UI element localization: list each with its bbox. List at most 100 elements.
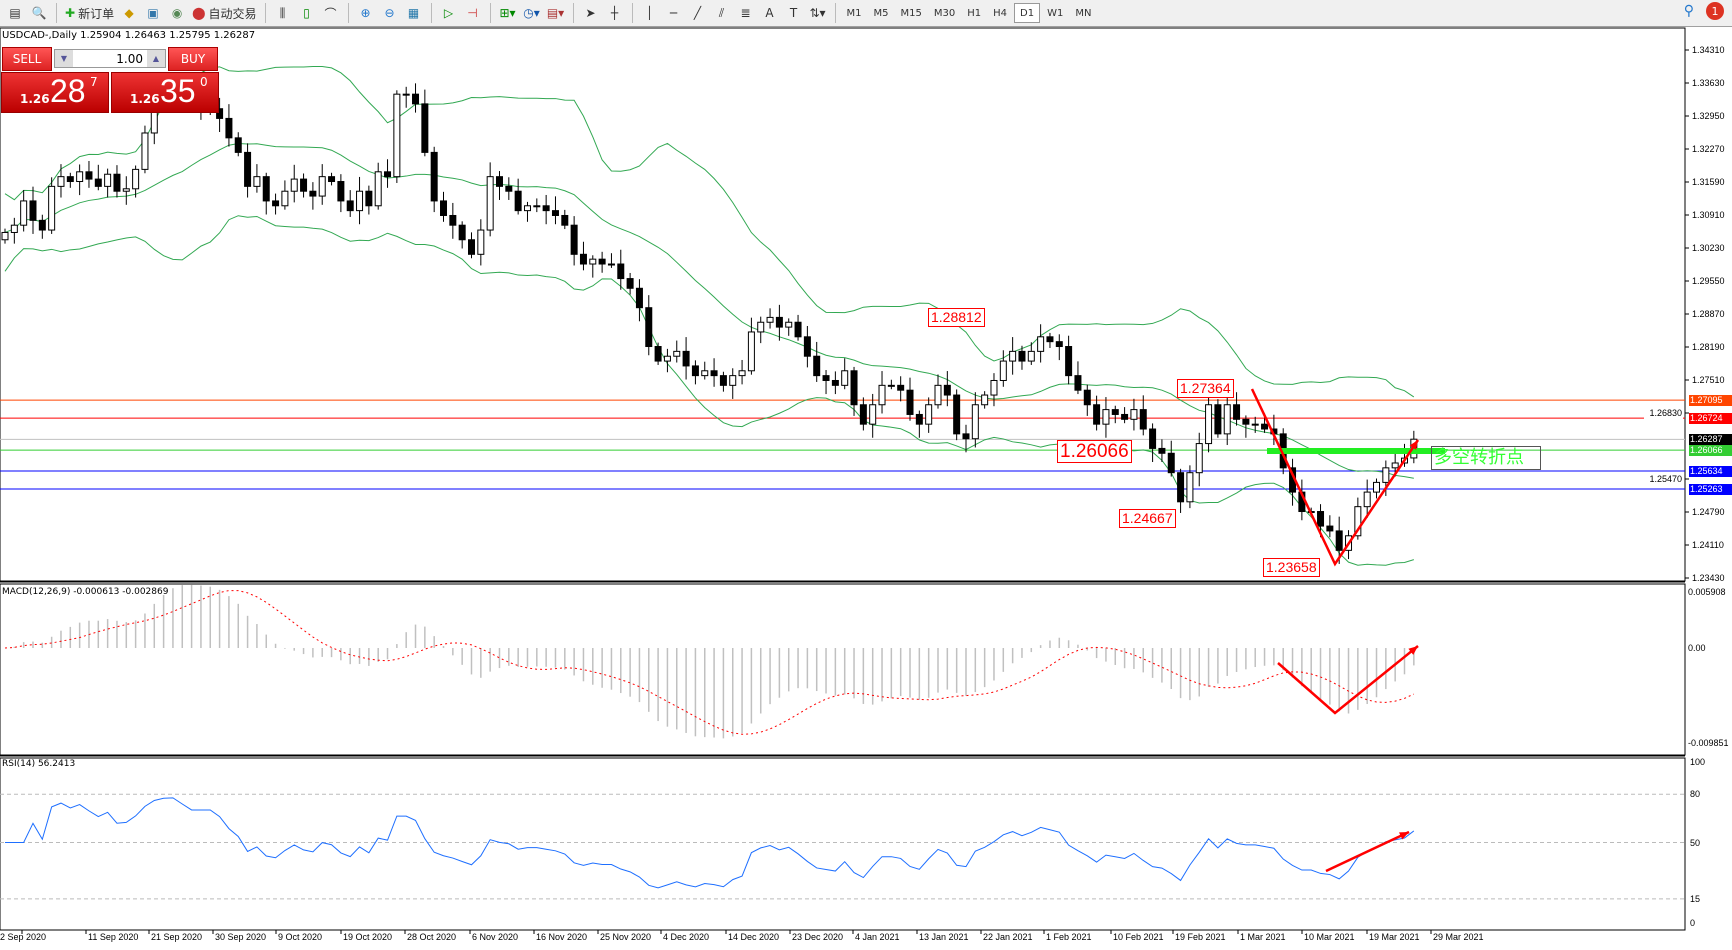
profiles-icon[interactable]: 🔍 <box>31 6 47 20</box>
price-line-tag: 1.26066 <box>1689 444 1732 456</box>
line-chart-icon[interactable]: ⌒ <box>324 6 337 21</box>
date-label: 4 Jan 2021 <box>855 932 900 942</box>
candle-body <box>785 321 793 328</box>
chart-shift-icon[interactable]: ⊣ <box>467 6 478 20</box>
price-tick-label: 1.30230 <box>1692 243 1725 253</box>
price-line-tag: 1.25263 <box>1689 483 1732 495</box>
new-order-button[interactable]: ✚ 新订单 <box>65 6 115 21</box>
navigator-icon[interactable]: ▣ <box>147 6 159 20</box>
text-icon[interactable]: A <box>765 6 774 20</box>
lot-increase-icon[interactable]: ▲ <box>147 50 165 67</box>
candle-body <box>262 176 270 202</box>
buy-price[interactable]: 1.26 35 0 <box>111 72 219 113</box>
candle-body <box>104 173 112 187</box>
price-annotation[interactable]: 1.24667 <box>1119 509 1176 528</box>
candle-body <box>1195 443 1203 474</box>
timeframe-mn[interactable]: MN <box>1075 7 1092 19</box>
tile-windows-icon[interactable]: ▦ <box>407 6 420 20</box>
timeframe-d1[interactable]: D1 <box>1014 3 1041 23</box>
timeframe-h1[interactable]: H1 <box>967 7 982 19</box>
vertical-line-icon[interactable]: │ <box>645 6 654 20</box>
bar-chart-icon[interactable]: ⫼ <box>279 5 286 20</box>
candle-body <box>1 231 9 241</box>
cursor-icon[interactable]: ➤ <box>585 6 596 20</box>
lot-size-input[interactable]: ▼ 1.00 ▲ <box>54 49 166 68</box>
price-tick-label: 1.33630 <box>1692 78 1725 88</box>
crosshair-icon[interactable]: ┼ <box>610 6 619 20</box>
date-label: 2 Sep 2020 <box>0 932 47 942</box>
sell-price[interactable]: 1.26 28 7 <box>1 72 109 113</box>
candle-body <box>57 176 65 187</box>
candle-body <box>729 375 737 386</box>
fibonacci-icon[interactable]: ≣ <box>740 6 751 20</box>
periods-icon[interactable]: ◷▾ <box>523 6 540 20</box>
macd-tick-label: 0.00 <box>1688 643 1706 653</box>
candle-body <box>1102 409 1110 425</box>
price-tick-label: 1.29550 <box>1692 276 1725 286</box>
candle-body <box>318 176 326 197</box>
buy-button[interactable]: BUY <box>168 47 218 71</box>
arrows-icon[interactable]: ⇅▾ <box>809 6 826 20</box>
date-label: 16 Nov 2020 <box>536 932 588 942</box>
candle-body <box>757 321 765 333</box>
lot-decrease-icon[interactable]: ▼ <box>55 50 73 67</box>
trendline-icon[interactable]: ╱ <box>693 6 702 20</box>
auto-scroll-icon[interactable]: ▷ <box>443 6 454 20</box>
price-line-tag: 1.25634 <box>1689 465 1732 477</box>
candle-body <box>813 355 821 377</box>
timeframe-m5[interactable]: M5 <box>873 7 889 19</box>
rsi-tick-label: 100 <box>1690 757 1706 767</box>
timeframe-h4[interactable]: H4 <box>993 7 1008 19</box>
price-annotation[interactable]: 1.27364 <box>1177 379 1234 398</box>
candle-body <box>579 253 587 265</box>
templates-icon[interactable]: ▤▾ <box>546 6 565 20</box>
metaeditor-icon[interactable]: ◆ <box>124 6 134 20</box>
candle-body <box>1009 350 1017 362</box>
equidistant-channel-icon[interactable]: ⫽ <box>718 5 725 20</box>
horizontal-line-icon[interactable]: ─ <box>669 6 678 20</box>
candle-body <box>85 171 93 180</box>
candle-body <box>66 176 74 183</box>
candle-body <box>1242 418 1250 425</box>
candle-body <box>365 190 373 207</box>
date-label: 9 Oct 2020 <box>278 932 323 942</box>
candle-body <box>225 117 233 139</box>
signals-icon[interactable]: ◉ <box>171 6 183 20</box>
notification-badge[interactable]: 1 <box>1706 2 1724 20</box>
timeframe-m15[interactable]: M15 <box>900 7 922 19</box>
new-chart-icon[interactable]: ▤ <box>9 6 21 20</box>
candle-body <box>570 224 578 255</box>
lot-value[interactable]: 1.00 <box>116 51 143 66</box>
zoom-out-icon[interactable]: ⊖ <box>384 6 395 20</box>
indicators-icon[interactable]: ⊞▾ <box>499 6 516 20</box>
divider <box>572 3 574 23</box>
pivot-label[interactable]: 多空转折点 <box>1431 446 1541 470</box>
auto-trading-button[interactable]: ⬤ 自动交易 <box>192 6 257 21</box>
price-annotation[interactable]: 1.28812 <box>928 308 985 327</box>
sell-button[interactable]: SELL <box>2 47 52 71</box>
bollinger-band <box>4 65 1415 398</box>
text-label-icon[interactable]: T <box>789 6 798 20</box>
candlestick-icon[interactable]: ▯ <box>303 6 310 20</box>
candle-body <box>309 190 317 197</box>
zoom-in-icon[interactable]: ⊕ <box>360 6 371 20</box>
timeframe-w1[interactable]: W1 <box>1047 7 1064 19</box>
timeframe-m30[interactable]: M30 <box>933 7 956 19</box>
chart-pane <box>0 27 1686 582</box>
price-annotation[interactable]: 1.26066 <box>1057 440 1132 463</box>
auto-trading-icon: ⬤ <box>192 6 206 20</box>
rsi-trend-arrow-head <box>1399 832 1409 840</box>
timeframe-m1[interactable]: M1 <box>846 7 862 19</box>
divider <box>56 3 57 23</box>
search-icon[interactable]: ⚲ <box>1683 3 1694 19</box>
candle-body <box>477 229 485 255</box>
price-annotation[interactable]: 1.23658 <box>1263 558 1320 577</box>
price-line-tag: 1.26287 <box>1689 433 1732 445</box>
macd-reversal-arrow-head <box>1408 646 1418 655</box>
toolbar: ▤ 🔍 ✚ 新订单 ◆ ▣ ◉ ⬤ 自动交易 ⫼ ▯ ⌒ ⊕ ⊖ ▦ ▷ ⊣ ⊞▾ … <box>0 0 1732 27</box>
candle-body <box>906 389 914 415</box>
candle-body <box>1186 472 1194 503</box>
candle-body <box>113 173 121 192</box>
candle-body <box>1130 409 1138 420</box>
